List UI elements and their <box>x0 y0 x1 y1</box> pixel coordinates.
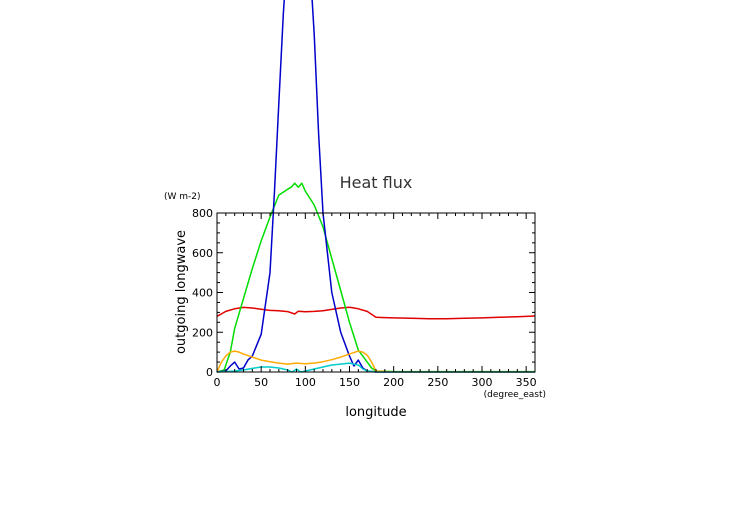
x-tick-label: 100 <box>295 376 316 389</box>
y-tick-label: 600 <box>192 247 213 260</box>
x-tick-label: 150 <box>339 376 360 389</box>
series-line-1 <box>217 306 535 320</box>
x-axis-title: longitude <box>345 405 406 420</box>
series-line-3 <box>217 0 535 373</box>
plot-frame <box>216 212 536 373</box>
x-tick-label: 0 <box>214 376 221 389</box>
x-tick-label: 250 <box>427 376 448 389</box>
x-tick-label: 50 <box>254 376 268 389</box>
x-axis-unit: (degree_east) <box>484 390 546 400</box>
series-line-2 <box>217 182 535 373</box>
series-line-4 <box>217 350 535 373</box>
x-tick-label: 300 <box>472 376 493 389</box>
y-tick-label: 0 <box>206 366 213 379</box>
x-tick-label: 200 <box>383 376 404 389</box>
x-tick-label: 350 <box>516 376 537 389</box>
y-tick-label: 800 <box>192 207 213 220</box>
ticks-layer: 0 50 100 150 200 250 300 350 0 200 400 600 800 <box>192 207 537 389</box>
y-axis-title: outgoing longwave <box>174 230 189 354</box>
y-axis-unit: (W m-2) <box>164 192 201 202</box>
y-tick-label: 400 <box>192 287 213 300</box>
y-tick-label: 200 <box>192 326 213 339</box>
chart-title: Heat flux <box>340 173 413 192</box>
